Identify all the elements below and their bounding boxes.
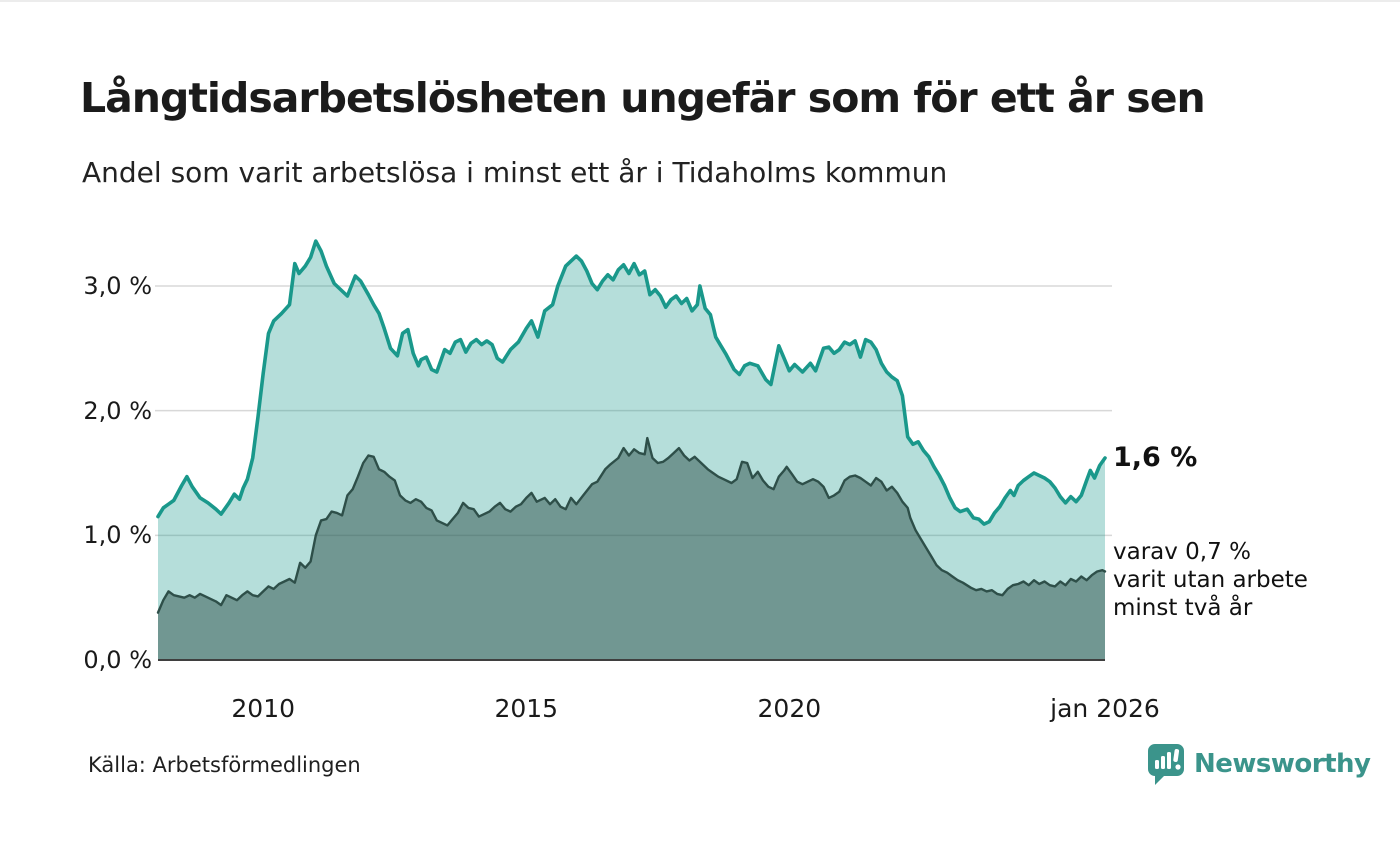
secondary-annotation: varav 0,7 % varit utan arbete minst två … xyxy=(1113,538,1308,622)
brand-name: Newsworthy xyxy=(1194,749,1371,779)
secondary-annotation-line1: varav 0,7 % xyxy=(1113,539,1251,565)
latest-value-annotation: 1,6 % xyxy=(1113,442,1198,473)
y-tick-label: 0,0 % xyxy=(83,646,152,674)
source-note: Källa: Arbetsförmedlingen xyxy=(88,753,361,777)
x-tick-label: 2010 xyxy=(231,694,296,723)
series-line-minst-ett-ar xyxy=(156,239,1107,526)
speech-bubble-bar-chart-icon xyxy=(1148,744,1184,785)
y-tick-label: 2,0 % xyxy=(83,396,152,425)
series-line-minst-tva-ar xyxy=(156,436,1107,614)
y-tick-label: 3,0 % xyxy=(83,272,152,300)
x-tick-label: jan 2026 xyxy=(1050,694,1160,723)
y-tick-label: 1,0 % xyxy=(83,521,152,550)
secondary-annotation-line2: varit utan arbete xyxy=(1113,567,1308,593)
brand-logo: Newsworthy xyxy=(1146,742,1371,786)
secondary-annotation-line3: minst två år xyxy=(1113,595,1253,621)
series-area-minst-tva-ar xyxy=(158,438,1105,660)
x-tick-label: 2020 xyxy=(757,694,822,723)
x-tick-label: 2015 xyxy=(494,694,559,723)
page-subtitle: Andel som varit arbetslösa i minst ett å… xyxy=(82,156,948,189)
page-title: Långtidsarbetslösheten ungefär som för e… xyxy=(80,74,1206,122)
